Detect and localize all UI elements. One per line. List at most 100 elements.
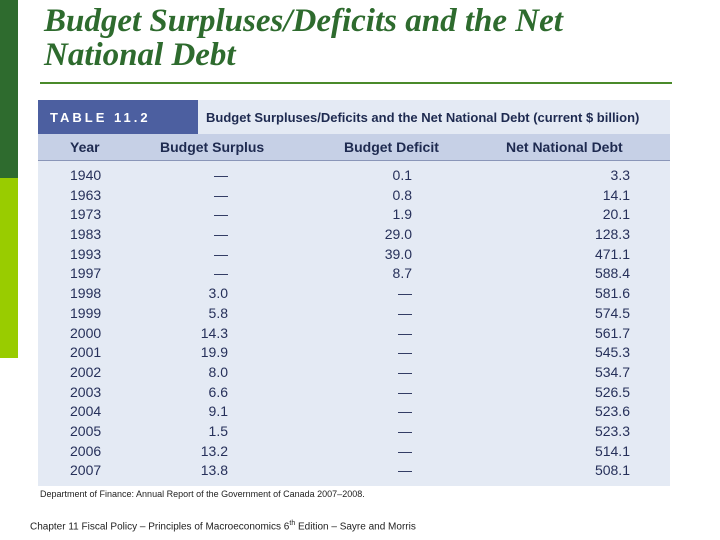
cell-year: 2007 [70,462,102,479]
cell-budget-deficit: — [398,285,412,302]
cell-net-national-debt: 20.1 [602,206,630,223]
cell-year: 1993 [70,245,102,262]
table-row: 1997 — 8.7 588.4 [38,264,670,284]
cell-net-national-debt: 3.3 [610,167,630,183]
footer-superscript: th [289,520,296,527]
table-row: 2006 13.2 — 514.1 [38,442,670,462]
cell-budget-surplus: — [214,167,228,183]
table-caption: Budget Surpluses/Deficits and the Net Na… [206,109,640,125]
cell-year: 2003 [70,383,102,400]
data-table: TABLE 11.2 Budget Surpluses/Deficits and… [38,100,670,486]
cell-budget-deficit: — [398,324,412,341]
table-row: 2001 19.9 — 545.3 [38,343,670,363]
cell-year: 2002 [70,363,102,380]
cell-budget-surplus: 9.1 [208,403,228,420]
cell-year: 1999 [70,304,102,321]
table-row: 1999 5.8 — 574.5 [38,304,670,324]
table-label: TABLE 11.2 [38,100,198,134]
column-header-budget-deficit: Budget Deficit [344,139,439,155]
table-heading: TABLE 11.2 Budget Surpluses/Deficits and… [38,100,670,134]
table-source-note: Department of Finance: Annual Report of … [40,489,365,499]
table-row: 1973 — 1.9 20.1 [38,205,670,225]
cell-net-national-debt: 523.3 [594,422,630,439]
table-row: 1998 3.0 — 581.6 [38,284,670,304]
cell-budget-surplus: 1.5 [208,422,228,439]
table-row: 2000 14.3 — 561.7 [38,324,670,344]
cell-budget-surplus: — [214,186,228,203]
cell-budget-deficit: 1.9 [392,206,412,223]
cell-budget-surplus: 14.3 [200,324,228,341]
table-row: 1983 — 29.0 128.3 [38,225,670,245]
table-row: 1993 — 39.0 471.1 [38,245,670,265]
cell-year: 2000 [70,324,102,341]
cell-budget-deficit: — [398,442,412,459]
table-row: 2004 9.1 — 523.6 [38,402,670,422]
cell-budget-deficit: — [398,344,412,361]
cell-budget-surplus: 6.6 [208,383,228,400]
cell-budget-surplus: — [214,226,228,243]
column-header-year: Year [70,139,100,155]
cell-budget-surplus: 5.8 [208,304,228,321]
cell-budget-deficit: 0.8 [392,186,412,203]
cell-year: 1998 [70,285,102,302]
cell-budget-deficit: — [398,403,412,420]
table-row: 2003 6.6 — 526.5 [38,383,670,403]
cell-net-national-debt: 574.5 [594,304,630,321]
footer-text-end: Edition – Sayre and Morris [295,521,416,533]
cell-year: 1963 [70,186,102,203]
slide-title-line-1: Budget Surpluses/Deficits and the Net [44,3,563,39]
cell-net-national-debt: 471.1 [594,245,630,262]
cell-budget-surplus: 13.8 [200,462,228,479]
cell-year: 2005 [70,422,102,439]
cell-budget-surplus: 19.9 [200,344,228,361]
table-row: 1940 — 0.1 3.3 [38,166,670,186]
cell-budget-deficit: 39.0 [384,245,412,262]
cell-budget-deficit: 8.7 [392,265,412,282]
title-divider [40,82,672,84]
cell-budget-surplus: 3.0 [208,285,228,302]
cell-net-national-debt: 14.1 [602,186,630,203]
column-header-net-national-debt: Net National Debt [506,139,623,155]
cell-budget-deficit: — [398,383,412,400]
sidebar-accent-light [0,178,18,358]
cell-net-national-debt: 545.3 [594,344,630,361]
cell-budget-surplus: — [214,265,228,282]
cell-net-national-debt: 128.3 [594,226,630,243]
cell-net-national-debt: 581.6 [594,285,630,302]
cell-year: 2006 [70,442,102,459]
footer-text: Chapter 11 Fiscal Policy – Principles of… [30,521,290,533]
cell-year: 1973 [70,206,102,223]
cell-budget-surplus: 8.0 [208,363,228,380]
table-header-row: Year Budget Surplus Budget Deficit Net N… [38,134,670,161]
sidebar-accent-dark [0,0,18,178]
column-header-budget-surplus: Budget Surplus [160,139,265,155]
cell-budget-surplus: — [214,206,228,223]
slide-title: Budget Surpluses/Deficits and the Net Na… [44,4,714,72]
cell-budget-deficit: — [398,462,412,479]
cell-budget-deficit: 29.0 [384,226,412,243]
cell-net-national-debt: 588.4 [594,265,630,282]
cell-budget-surplus: 13.2 [200,442,228,459]
table-body: 1940 — 0.1 3.3 1963 — 0.8 14.1 1973 — 1.9 20.1 1983 —… [38,166,670,481]
cell-net-national-debt: 514.1 [594,442,630,459]
cell-year: 1997 [70,265,102,282]
cell-budget-deficit: 0.1 [392,167,412,183]
cell-year: 1983 [70,226,102,243]
cell-net-national-debt: 534.7 [594,363,630,380]
cell-year: 2004 [70,403,102,420]
cell-net-national-debt: 561.7 [594,324,630,341]
table-row: 2002 8.0 — 534.7 [38,363,670,383]
cell-net-national-debt: 526.5 [594,383,630,400]
slide-title-line-2: National Debt [44,37,236,73]
cell-budget-deficit: — [398,304,412,321]
cell-budget-deficit: — [398,422,412,439]
cell-year: 2001 [70,344,102,361]
cell-budget-deficit: — [398,363,412,380]
table-row: 1963 — 0.8 14.1 [38,186,670,206]
table-row: 2007 13.8 — 508.1 [38,461,670,481]
cell-net-national-debt: 508.1 [594,462,630,479]
slide-footer: Chapter 11 Fiscal Policy – Principles of… [30,520,416,532]
cell-year: 1940 [70,167,102,183]
table-row: 2005 1.5 — 523.3 [38,422,670,442]
cell-budget-surplus: — [214,245,228,262]
